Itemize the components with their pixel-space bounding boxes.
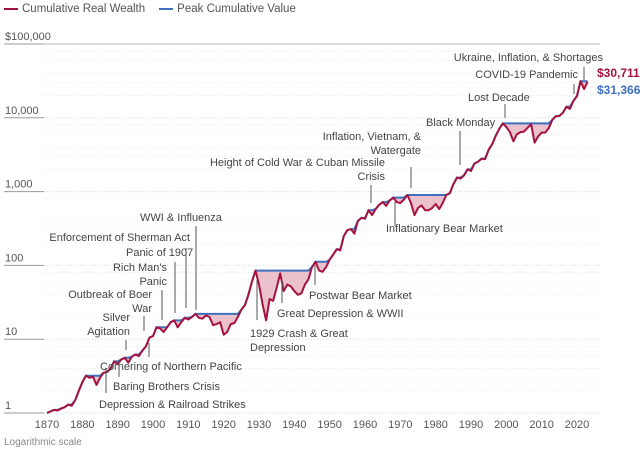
x-tick-label: 1890 [105,419,129,431]
x-tick-label: 1920 [211,419,235,431]
annotation: Postwar Bear Market [309,265,412,302]
annotation-label: Black Monday [426,117,496,129]
annotation-label: Outbreak of Boer [68,289,152,301]
wealth-swatch [4,8,18,10]
annotation: Silver Agitation [87,312,130,350]
annotation-label: Panic of 1907 [126,247,193,259]
annotation-label: Inflationary Bear Market [386,223,503,235]
annotation: Great Depression & WWII [277,280,404,320]
annotation: Panic of 1907 [126,247,193,313]
annotation-label: Depression & Railroad Strikes [99,399,246,411]
x-tick-label: 1870 [35,419,59,431]
x-tick-label: 1900 [141,419,165,431]
annotation: Ukraine, Inflation, & Shortages [454,52,604,80]
annotation: Black Monday [426,117,496,165]
legend-label: Cumulative Real Wealth [22,3,146,15]
annotation: Lost Decade [468,92,530,118]
annotation-label: Panic [139,276,167,288]
y-tick-label: 1 [5,400,11,412]
annotation-label: Depression [250,342,306,354]
annotation-label: Great Depression & WWII [277,308,404,320]
annotation-label: Cornering of Northern Pacific [100,361,242,373]
end-label-current: $30,711 [597,66,640,80]
y-tick-label: 1,000 [5,179,33,191]
annotation-label: Postwar Bear Market [309,290,412,302]
x-tick-label: 1880 [70,419,94,431]
y-tick-label: 10,000 [5,105,39,117]
annotation: Inflation, Vietnam, & Watergate [323,131,422,188]
annotation: Enforcement of Sherman Act [49,232,190,308]
x-tick-label: 2000 [494,419,518,431]
legend-label: Peak Cumulative Value [177,3,296,15]
annotation-label: Silver [102,312,130,324]
y-tick-label: $100,000 [5,31,51,43]
x-tick-label: 1990 [459,419,483,431]
x-tick-label: 2010 [529,419,553,431]
x-tick-label: 1940 [282,419,306,431]
annotation-label: WWI & Influenza [140,212,223,224]
annotation: Inflationary Bear Market [386,202,503,235]
annotation-label: Agitation [87,326,130,338]
annotation-label: War [132,303,152,315]
x-tick-label: 1910 [176,419,200,431]
annotation: COVID-19 Pandemic [475,69,578,94]
annotation: Outbreak of Boer War [68,289,152,331]
legend: Cumulative Real Wealth Peak Cumulative V… [4,0,310,18]
annotation-label: Height of Cold War & Cuban Missile [210,157,385,169]
annotation: Rich Man's Panic [113,262,168,320]
x-tick-label: 1970 [388,419,412,431]
x-tick-label: 2020 [565,419,589,431]
annotation-label: COVID-19 Pandemic [475,69,578,81]
annotation-label: 1929 Crash & Great [250,328,348,340]
y-tick-label: 10 [5,326,17,338]
annotation-label: Baring Brothers Crisis [113,381,220,393]
x-tick-label: 1960 [353,419,377,431]
x-tick-label: 1980 [423,419,447,431]
peak-swatch [159,8,174,10]
annotation: 1929 Crash & Great Depression [250,280,348,354]
legend-item-wealth: Cumulative Real Wealth [4,3,145,15]
x-tick-label: 1930 [247,419,271,431]
y-tick-label: 100 [5,252,23,264]
annotation-label: Lost Decade [468,92,530,104]
annotation-label: Ukraine, Inflation, & Shortages [454,52,604,64]
legend-item-peak: Peak Cumulative Value [159,3,296,15]
annotation-label: Rich Man's [113,262,168,274]
annotation-label: Watergate [371,145,421,157]
annotation: Height of Cold War & Cuban Missile Crisis [210,157,386,203]
annotation: Baring Brothers Crisis [113,360,220,393]
annotation-label: Inflation, Vietnam, & [323,131,422,143]
annotation-label: Enforcement of Sherman Act [49,232,190,244]
cumulative-wealth-line [46,80,589,414]
annotation: Depression & Railroad Strikes [99,368,246,411]
annotation: Cornering of Northern Pacific [100,343,242,373]
annotation: WWI & Influenza [140,212,223,310]
axis-note: Logarithmic scale [4,437,82,448]
x-tick-label: 1950 [317,419,341,431]
annotation-label: Crisis [358,171,386,183]
end-label-peak: $31,366 [597,83,640,97]
